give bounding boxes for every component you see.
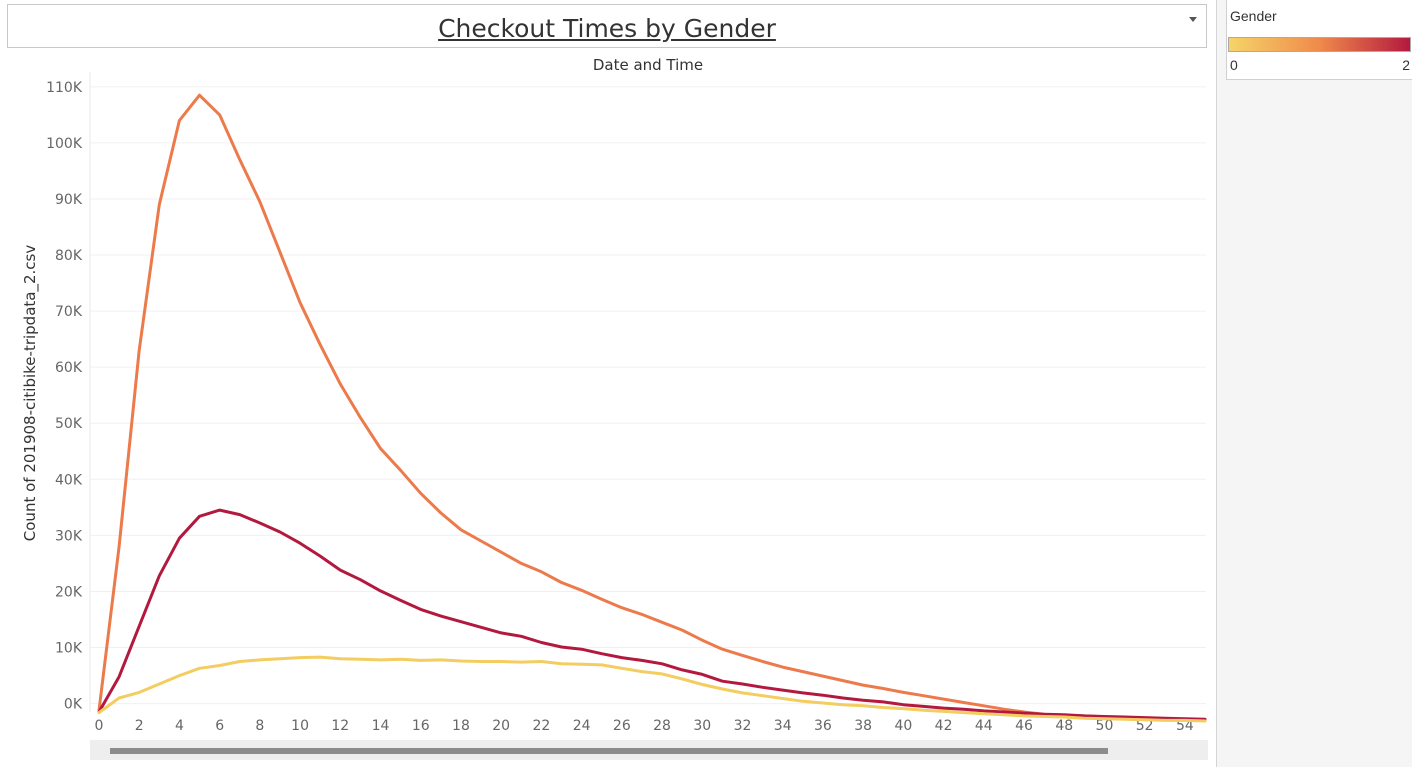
- legend-title: Gender: [1230, 8, 1277, 24]
- series-line-gender-0[interactable]: [97, 655, 1207, 723]
- series-line-gender-1[interactable]: [97, 93, 1207, 722]
- x-tick-label: 34: [774, 718, 792, 734]
- x-tick-label: 46: [1015, 718, 1033, 734]
- worksheet-area: Checkout Times by Gender Date and Time C…: [7, 4, 1208, 760]
- x-tick-label: 24: [573, 718, 591, 734]
- series-line-gender-2[interactable]: [97, 508, 1207, 721]
- y-tick-label: 10K: [55, 641, 83, 657]
- line-chart: 0K 10K 20K 30K 40K 50K 60K 70K 80K 90K 100K 110K 0 2…: [46, 72, 1207, 734]
- x-tick-label: 14: [372, 718, 390, 734]
- horizontal-scrollbar[interactable]: [90, 740, 1208, 760]
- x-tick-label: 36: [814, 718, 832, 734]
- y-tick-label: 110K: [46, 80, 83, 96]
- scrollbar-thumb[interactable]: [110, 748, 1108, 754]
- x-tick-label: 28: [653, 718, 671, 734]
- y-tick-label: 100K: [46, 136, 83, 152]
- y-tick-label: 60K: [55, 360, 83, 376]
- title-menu-button[interactable]: [1184, 11, 1204, 29]
- x-tick-label: 10: [291, 718, 309, 734]
- x-axis-ticks: 0 2 4 6 8 10 12 14 16 18 20 22 24 26 28 30 32 34 36 38 40 42 4…: [95, 718, 1194, 734]
- x-tick-label: 4: [175, 718, 184, 734]
- y-tick-label: 80K: [55, 248, 83, 264]
- dropdown-caret-icon: [1189, 17, 1197, 22]
- x-tick-label: 42: [935, 718, 953, 734]
- y-axis-ticks: 0K 10K 20K 30K 40K 50K 60K 70K 80K 90K 100K 110K: [46, 80, 83, 713]
- x-tick-label: 0: [95, 718, 104, 734]
- x-tick-label: 16: [412, 718, 430, 734]
- x-tick-label: 30: [693, 718, 711, 734]
- gridlines: [89, 72, 1206, 712]
- x-tick-label: 26: [613, 718, 631, 734]
- x-tick-label: 32: [734, 718, 752, 734]
- legend-max-label: 2: [1402, 57, 1410, 73]
- chart-title: Checkout Times by Gender: [438, 14, 776, 43]
- x-tick-label: 44: [975, 718, 993, 734]
- y-tick-label: 90K: [55, 192, 83, 208]
- y-tick-label: 50K: [55, 416, 83, 432]
- title-box: Checkout Times by Gender: [7, 4, 1207, 48]
- x-tick-label: 8: [255, 718, 264, 734]
- x-tick-label: 2: [135, 718, 144, 734]
- x-tick-label: 50: [1096, 718, 1114, 734]
- x-tick-label: 48: [1055, 718, 1073, 734]
- x-tick-label: 6: [215, 718, 224, 734]
- y-tick-label: 30K: [55, 528, 83, 544]
- column-header: Date and Time: [592, 56, 704, 74]
- side-panel: Gender 0 2: [1216, 0, 1412, 767]
- legend-min-label: 0: [1230, 57, 1238, 73]
- y-tick-label: 20K: [55, 584, 83, 600]
- x-tick-label: 40: [894, 718, 912, 734]
- x-tick-label: 52: [1136, 718, 1154, 734]
- y-tick-label: 70K: [55, 304, 83, 320]
- legend-color-ramp: [1228, 37, 1411, 52]
- color-legend: Gender 0 2: [1226, 0, 1412, 80]
- x-tick-label: 22: [532, 718, 550, 734]
- y-tick-label: 40K: [55, 472, 83, 488]
- x-tick-label: 18: [452, 718, 470, 734]
- y-tick-label: 0K: [64, 697, 83, 713]
- x-tick-label: 38: [854, 718, 872, 734]
- x-tick-label: 20: [492, 718, 510, 734]
- series-lines: [97, 93, 1207, 723]
- x-tick-label: 12: [331, 718, 349, 734]
